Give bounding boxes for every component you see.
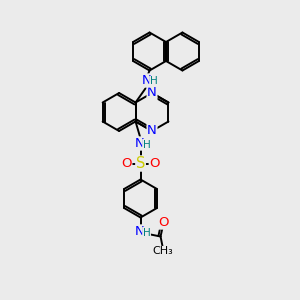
Text: CH₃: CH₃ — [152, 247, 173, 256]
Text: H: H — [143, 140, 150, 149]
Text: N: N — [135, 225, 144, 238]
Text: H: H — [150, 76, 158, 86]
Text: N: N — [147, 86, 157, 100]
Text: H: H — [143, 227, 150, 238]
Text: N: N — [147, 124, 157, 137]
Text: O: O — [121, 157, 132, 170]
Text: S: S — [136, 156, 145, 171]
Text: N: N — [142, 74, 152, 87]
Text: N: N — [135, 137, 144, 150]
Text: O: O — [158, 216, 169, 229]
Text: O: O — [149, 157, 160, 170]
